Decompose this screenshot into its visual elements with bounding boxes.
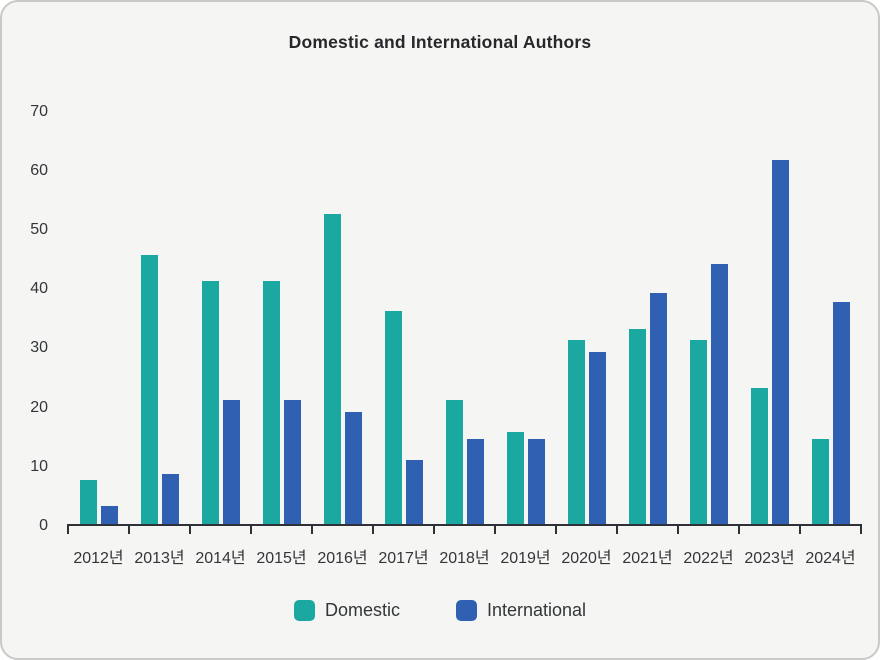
bar-domestic[interactable] (567, 340, 585, 524)
bar-domestic[interactable] (323, 214, 341, 524)
bar-international[interactable] (527, 439, 545, 524)
x-tick-label: 2023년 (744, 550, 795, 567)
bar-international[interactable] (832, 302, 850, 524)
bar-domestic[interactable] (201, 281, 219, 524)
bar-international[interactable] (100, 506, 118, 524)
x-axis-tick (799, 524, 801, 534)
bar-domestic[interactable] (750, 388, 768, 524)
x-tick-label: 2012년 (73, 550, 124, 567)
x-tick-label: 2021년 (622, 550, 673, 567)
chart-legend: Domestic International (2, 600, 878, 621)
legend-label: Domestic (324, 600, 400, 620)
x-tick-label: 2017년 (378, 550, 429, 567)
bar-international[interactable] (466, 439, 484, 524)
x-axis-tick (311, 524, 313, 534)
x-tick-label: 2022년 (683, 550, 734, 567)
bar-domestic[interactable] (506, 432, 524, 524)
bar-international[interactable] (588, 352, 606, 524)
x-tick-label: 2014년 (195, 550, 246, 567)
x-axis-tick (555, 524, 557, 534)
bar-international[interactable] (344, 412, 362, 524)
x-tick-label: 2019년 (500, 550, 551, 567)
x-axis-tick (67, 524, 69, 534)
legend-swatch-icon (293, 600, 315, 621)
bar-domestic[interactable] (79, 480, 97, 524)
chart-title: Domestic and International Authors (288, 32, 592, 52)
x-tick-label: 2024년 (805, 550, 856, 567)
y-tick-label: 20 (30, 398, 48, 416)
x-axis-tick (372, 524, 374, 534)
bar-domestic[interactable] (384, 311, 402, 524)
x-axis-tick (738, 524, 740, 534)
bar-domestic[interactable] (262, 281, 280, 524)
y-tick-label: 70 (30, 102, 48, 120)
legend-item-domestic[interactable]: Domestic (293, 600, 400, 621)
x-axis-tick (250, 524, 252, 534)
y-tick-label: 0 (39, 517, 48, 534)
x-tick-label: 2018년 (439, 550, 490, 567)
y-tick-label: 30 (30, 339, 48, 357)
bar-international[interactable] (405, 460, 423, 524)
x-axis-tick (677, 524, 679, 534)
x-tick-label: 2013년 (134, 550, 185, 567)
bar-international[interactable] (161, 474, 179, 524)
x-axis-tick (128, 524, 130, 534)
x-axis-tick (616, 524, 618, 534)
bar-international[interactable] (222, 400, 240, 524)
bar-international[interactable] (710, 264, 728, 524)
x-axis-tick (860, 524, 862, 534)
bar-domestic[interactable] (689, 340, 707, 524)
legend-swatch-icon (455, 600, 477, 621)
bar-domestic[interactable] (140, 255, 158, 524)
bar-domestic[interactable] (811, 439, 829, 524)
x-axis-tick (433, 524, 435, 534)
legend-label: International (486, 600, 587, 620)
bar-international[interactable] (771, 160, 789, 524)
legend-item-international[interactable]: International (455, 600, 587, 621)
y-tick-label: 60 (30, 161, 48, 179)
bar-domestic[interactable] (445, 400, 463, 524)
bar-international[interactable] (649, 293, 667, 524)
x-axis-tick (494, 524, 496, 534)
bar-international[interactable] (283, 400, 301, 524)
x-axis-line (68, 524, 861, 526)
y-tick-label: 40 (30, 280, 48, 298)
x-tick-label: 2015년 (256, 550, 307, 567)
y-tick-label: 10 (30, 457, 48, 475)
bar-domestic[interactable] (628, 329, 646, 524)
y-tick-label: 50 (30, 221, 48, 238)
x-tick-label: 2016년 (317, 550, 368, 567)
x-tick-label: 2020년 (561, 550, 612, 567)
x-axis-tick (189, 524, 191, 534)
